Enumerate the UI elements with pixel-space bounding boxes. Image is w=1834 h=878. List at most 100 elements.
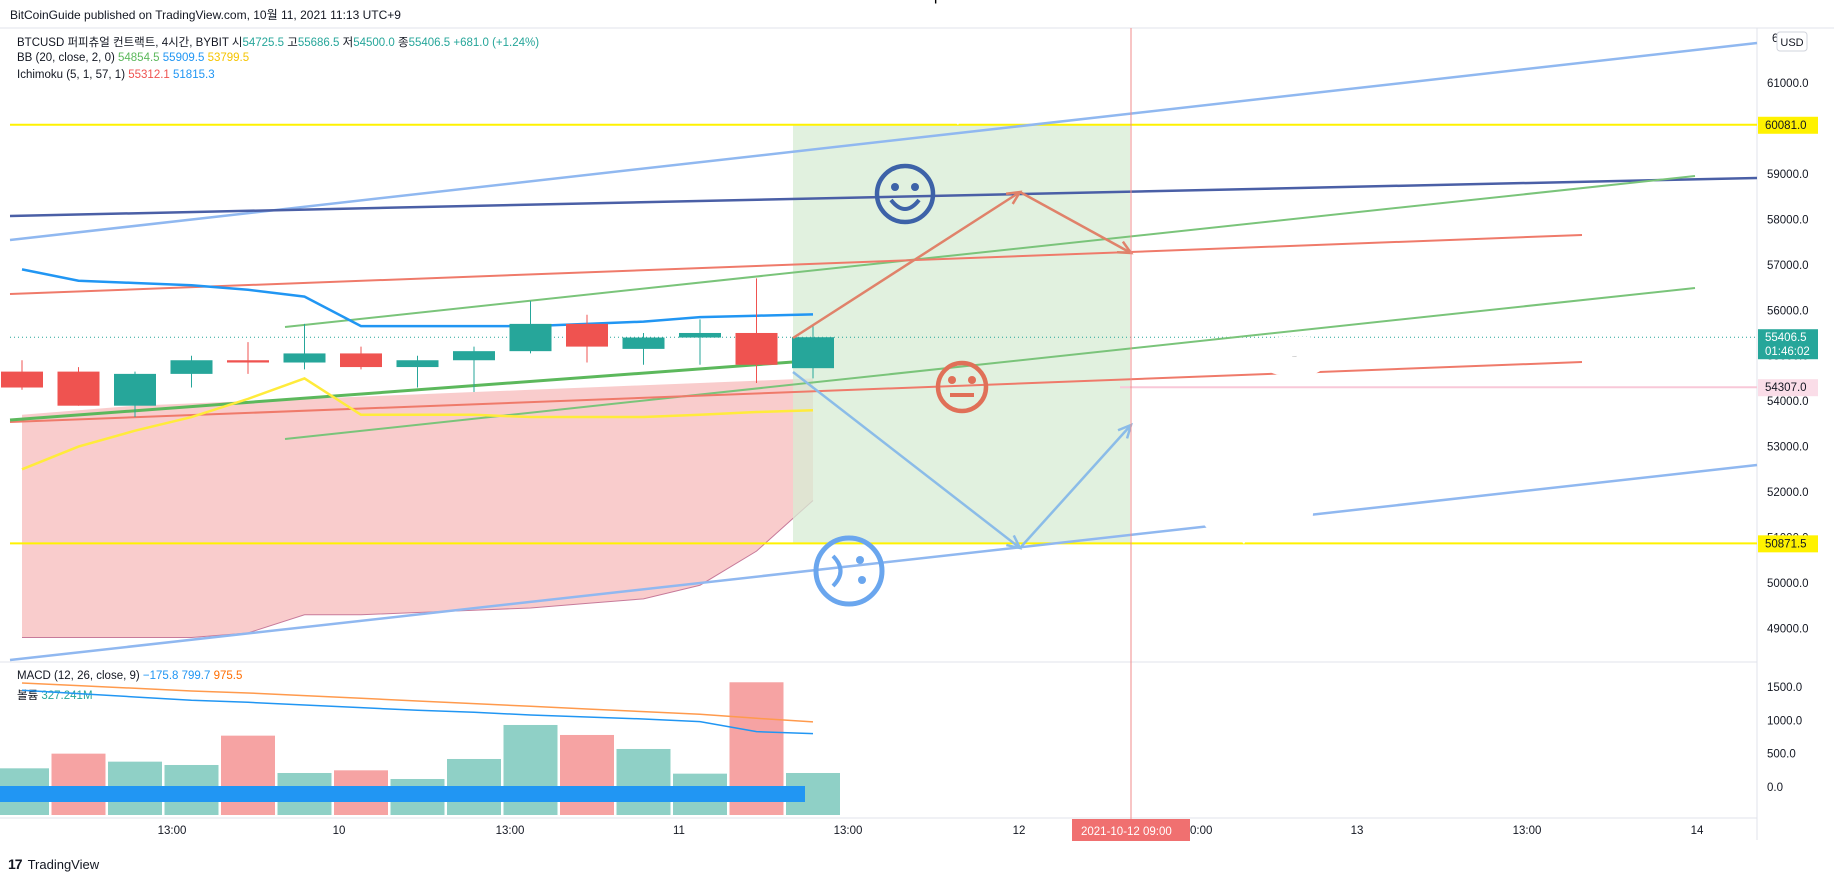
14: gap-callout	[1261, 337, 1328, 385]
current-price-label-bg	[1758, 329, 1818, 360]
macd-hist-value: −175.8	[142, 670, 179, 682]
candle-body	[57, 371, 100, 406]
18-tail	[948, 115, 964, 125]
ichimoku-b-value: 51815.3	[173, 69, 215, 81]
bb-name[interactable]: BB (20, close, 2, 0)	[17, 52, 115, 64]
time-tick: 14	[1691, 825, 1704, 837]
macd-histogram-band	[0, 786, 805, 802]
macd-line	[21, 689, 814, 735]
arrow-up-to-top	[792, 190, 1021, 340]
macd-legend: MACD (12, 26, close, 9) −175.8 799.7 975…	[17, 670, 242, 682]
arrow-up-from-bottom	[1019, 424, 1132, 549]
18: bottom-callout	[1201, 0, 1313, 544]
time-tick: 11	[673, 825, 685, 837]
bb-lower-band	[21, 377, 814, 471]
confused-face-icon-mouth	[831, 554, 843, 588]
countdown-label: 01:46:02	[1765, 346, 1810, 358]
time-tick: 13:00	[834, 825, 863, 837]
current-price-label: 55406.5	[1765, 332, 1807, 344]
close-value: 55406.5	[408, 37, 451, 49]
price-tick: 59000.0	[1767, 169, 1809, 181]
trend-green-lower	[284, 287, 1696, 440]
candle-body	[1, 371, 43, 388]
ichimoku-cloud-edge	[22, 500, 814, 638]
bb-upper-value: 55909.5	[162, 52, 205, 64]
tradingview-footer: 17 TradingView	[8, 856, 99, 872]
price-tick: 58000.0	[1767, 214, 1809, 226]
ichimoku-cloud	[22, 378, 813, 638]
price-tick: 54000.0	[1767, 396, 1809, 408]
trend-green-upper	[284, 175, 1696, 328]
bb-legend: BB (20, close, 2, 0) 54854.5 55909.5 537…	[17, 52, 249, 64]
resistance-price-label: 60081.0	[1765, 120, 1807, 132]
candle-body	[566, 323, 608, 347]
support-price-label: 50871.5	[1765, 538, 1807, 550]
macd-signal-line	[21, 682, 814, 723]
neutral-face-icon-eye	[948, 376, 956, 384]
ichimoku-name[interactable]: Ichimoku (5, 1, 57, 1)	[17, 69, 126, 81]
18: top-callout	[917, 0, 998, 125]
symbol-name[interactable]: BTCUSD 퍼피츄얼 컨트랙트, 4시간, BYBIT	[17, 37, 229, 49]
gap-price-label-bg	[1758, 379, 1818, 397]
high-value: 55686.5	[297, 37, 340, 49]
cursor-time-label: 2021-10-12 09:00	[1081, 826, 1172, 838]
arrow-down-to-bottom	[792, 371, 1021, 549]
happy-face-icon-eye	[911, 183, 919, 191]
bb-upper-band	[21, 268, 814, 328]
trend-blue-lower	[9, 463, 1758, 662]
macd-name[interactable]: MACD (12, 26, close, 9)	[17, 670, 140, 682]
price-tick: 56000.0	[1767, 305, 1809, 317]
bb-basis-value: 54854.5	[118, 52, 160, 64]
price-tick: 52000.0	[1767, 487, 1809, 499]
low-value: 54500.0	[353, 37, 395, 49]
change-value: +681.0 (+1.24%)	[453, 37, 540, 49]
candle-body	[170, 360, 213, 374]
currency-button[interactable]: USD	[1776, 31, 1808, 52]
happy-face-icon-eye	[891, 183, 899, 191]
confused-face-icon-eye	[858, 576, 866, 584]
macd-signal-value: 975.5	[213, 670, 243, 682]
candle-body	[509, 323, 552, 352]
volume-name[interactable]: 볼륨	[17, 690, 39, 702]
18-tail	[1234, 534, 1250, 544]
time-tick: 10	[333, 825, 346, 837]
confused-face-icon-eye	[856, 556, 864, 564]
open-label: 시	[231, 37, 243, 49]
price-tick: 57000.0	[1767, 260, 1809, 272]
volume-bar	[560, 734, 614, 815]
low-label: 저	[342, 37, 354, 49]
volume-bar	[616, 748, 671, 815]
candle-body	[227, 360, 269, 363]
price-tick: 49000.0	[1767, 623, 1809, 635]
candle-body	[396, 360, 439, 368]
macd-tick: 1500.0	[1767, 682, 1802, 694]
time-tick: 13:00	[158, 825, 187, 837]
time-tick: 13	[1351, 825, 1364, 837]
time-axis: 13:00 10 13:00 11 13:00 12 13 13:00 14 2021-10-12…	[158, 819, 1704, 841]
time-tick: 12	[1013, 825, 1026, 837]
ichimoku-legend: Ichimoku (5, 1, 57, 1) 55312.1 51815.3	[17, 69, 215, 81]
ichimoku-a-value: 55312.1	[128, 69, 170, 81]
price-tick: 53000.0	[1767, 442, 1809, 454]
candle-body	[679, 332, 721, 338]
macd-tick: 500.0	[1767, 749, 1796, 761]
arrow-down-from-top	[1019, 190, 1132, 255]
support-price-label-bg	[1758, 535, 1818, 553]
macd-line-value: 799.7	[181, 670, 211, 682]
candle-body	[283, 353, 326, 363]
trend-navy	[9, 176, 1758, 218]
trend-red-upper	[9, 234, 1583, 295]
gap-price-label: 54307.0	[1765, 382, 1807, 394]
currency-label: USD	[1780, 37, 1803, 49]
14-bubble	[1261, 337, 1328, 375]
candle-body	[340, 353, 382, 368]
resistance-price-label-bg	[1758, 116, 1818, 134]
close-label: 종	[398, 37, 409, 49]
price-tick: 50000.0	[1767, 578, 1809, 590]
candle-body	[453, 351, 495, 361]
14-tail	[1290, 375, 1306, 385]
high-label: 고	[287, 37, 298, 49]
neutral-face-icon	[935, 360, 989, 414]
volume-bar	[221, 735, 275, 815]
